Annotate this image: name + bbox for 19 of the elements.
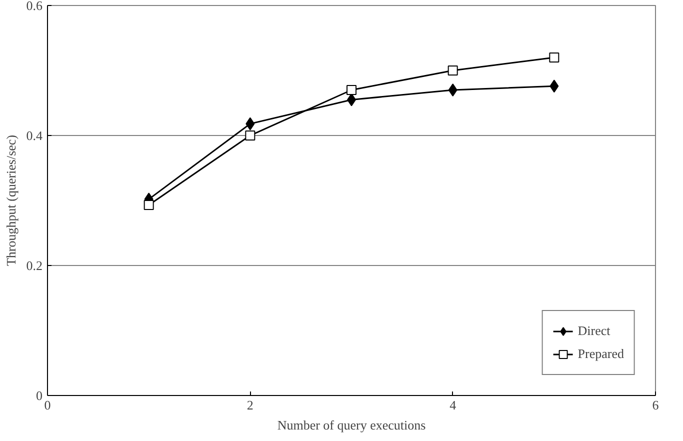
point [549,52,560,62]
y-axis-title: Throughput (queries/sec) [3,134,18,266]
legend-label: Prepared [578,346,624,362]
point [550,80,559,93]
y-tick-label: 0.2 [26,258,42,273]
point [448,66,458,76]
x-tick-label: 2 [246,398,254,412]
y-tick-label: 0.4 [26,128,43,143]
y-tick-label: 0 [36,388,42,403]
x-tick-label: 4 [450,398,457,412]
x-tick-label: 6 [652,398,660,412]
point [245,130,256,140]
legend-label: Direct [578,323,610,339]
point [448,84,458,96]
x-axis-title: Number of query executions [277,418,426,432]
point [346,85,356,95]
point [144,200,154,210]
y-tick-label: 0.6 [26,0,43,13]
point [246,117,255,130]
